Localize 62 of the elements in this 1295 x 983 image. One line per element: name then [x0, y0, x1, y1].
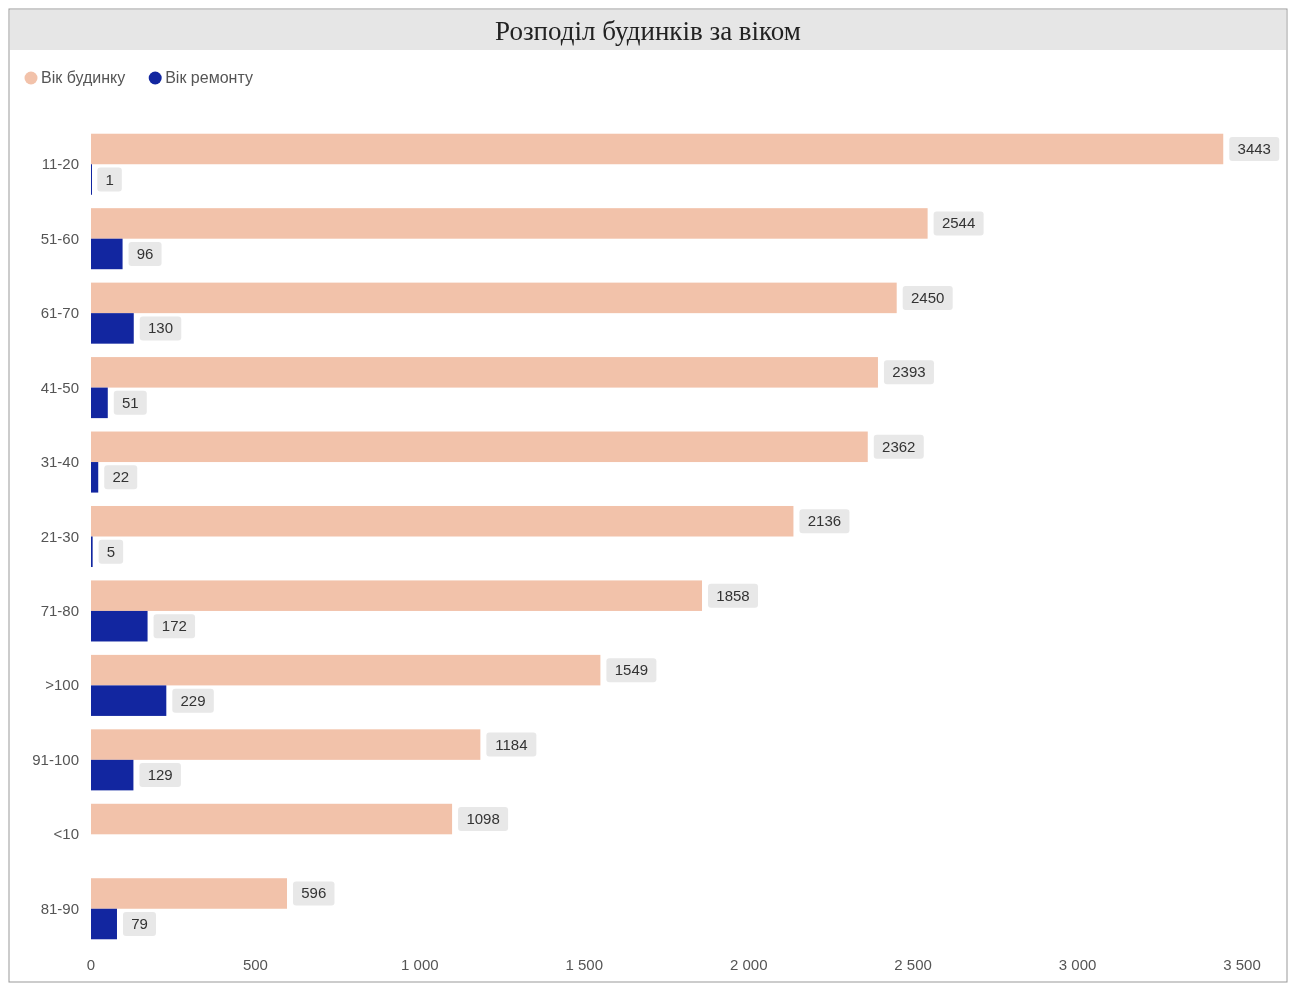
data-label: 2362	[882, 437, 916, 455]
data-label: 96	[136, 244, 154, 262]
data-label: 130	[147, 319, 174, 337]
data-label: 2136	[807, 512, 842, 530]
bar	[91, 729, 481, 760]
bar	[91, 908, 117, 940]
x-tick-label: 3 000	[1058, 956, 1097, 973]
bar	[91, 759, 134, 791]
chart-title: Розподіл будинків за віком	[495, 16, 801, 46]
bar	[91, 685, 167, 716]
data-label: 1098	[466, 810, 500, 828]
y-tick-label: >100	[45, 676, 79, 694]
y-tick-label: <10	[53, 825, 79, 843]
bar	[91, 208, 928, 239]
x-tick-label: 500	[242, 956, 268, 973]
bar	[91, 610, 148, 642]
data-label: 2544	[941, 214, 976, 232]
x-tick-label: 2 500	[894, 956, 932, 973]
data-label: 129	[147, 766, 173, 784]
x-tick-label: 1 500	[565, 956, 604, 973]
bar	[91, 133, 1224, 165]
data-label: 2393	[892, 363, 926, 381]
data-label: 1	[105, 170, 114, 188]
bar	[91, 462, 99, 493]
y-tick-label: 71-80	[40, 601, 79, 619]
data-label: 229	[180, 691, 206, 709]
data-label: 172	[161, 617, 187, 635]
data-label: 51	[121, 393, 139, 411]
y-tick-label: 81-90	[40, 899, 79, 917]
data-label: 596	[301, 884, 327, 902]
bar	[91, 387, 108, 419]
bar	[91, 238, 123, 270]
bar	[91, 878, 287, 909]
y-tick-label: 21-30	[40, 527, 79, 545]
x-tick-label: 2 000	[729, 956, 768, 973]
data-label: 1184	[495, 735, 528, 753]
bar	[91, 313, 134, 344]
legend-label: Вік ремонту	[165, 69, 253, 86]
data-label: 2450	[911, 288, 945, 306]
bar	[91, 580, 703, 611]
bar	[91, 357, 878, 388]
data-label: 1549	[614, 661, 649, 679]
y-tick-label: 11-20	[41, 155, 79, 173]
y-tick-label: 41-50	[40, 378, 79, 396]
bar	[91, 654, 601, 686]
bar	[91, 803, 453, 835]
legend-label: Вік будинку	[41, 69, 126, 86]
data-label: 1858	[716, 586, 750, 604]
x-tick-label: 0	[86, 956, 96, 973]
bar	[91, 431, 868, 463]
y-tick-label: 31-40	[40, 453, 79, 471]
bar	[91, 282, 897, 314]
y-tick-label: 61-70	[40, 304, 79, 322]
data-label: 5	[106, 542, 116, 560]
data-label: 79	[131, 915, 148, 933]
data-label: 22	[112, 468, 130, 486]
y-tick-label: 51-60	[40, 229, 79, 247]
y-tick-label: 91-100	[32, 750, 79, 768]
bar	[91, 505, 794, 537]
x-tick-label: 1 000	[401, 956, 439, 973]
x-tick-label: 3 500	[1223, 956, 1261, 973]
data-label: 3443	[1237, 139, 1271, 157]
